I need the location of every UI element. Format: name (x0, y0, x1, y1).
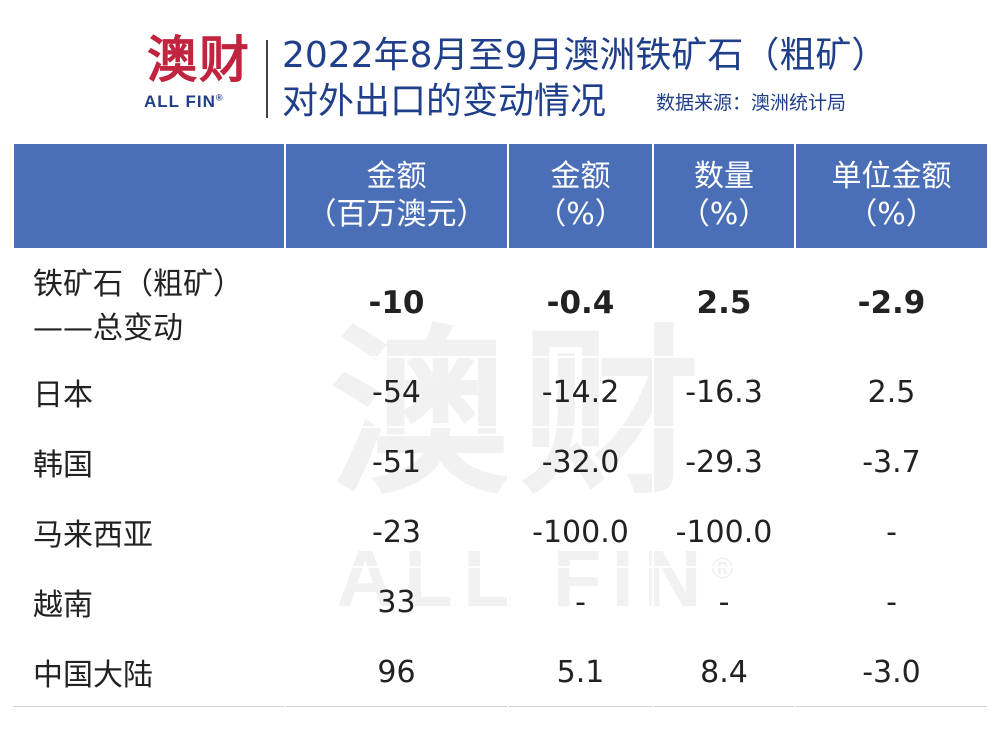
table-row-japan: 日本 -54 -14.2 -16.3 2.5 (13, 356, 989, 428)
export-change-table: 金额 （百万澳元） 金额 （%） 数量 （%） 单位金额 （%） 铁矿石（粗矿）… (12, 142, 989, 707)
logo-chinese: 澳财 (147, 31, 251, 89)
table-row-korea: 韩国 -51 -32.0 -29.3 -3.7 (13, 426, 989, 498)
table-cell: - (507, 566, 654, 638)
header-divider (266, 40, 268, 118)
header: 澳财 ALL FIN® 2022年8月至9月澳洲铁矿石（粗矿） 对外出口的变动情… (0, 0, 1000, 140)
table-cell: -100.0 (507, 496, 654, 568)
table-cell: -2.9 (794, 248, 989, 358)
table-cell: -29.3 (652, 426, 796, 498)
table-row-vietnam: 越南 33 - - - (13, 566, 989, 638)
table-cell: - (794, 496, 989, 568)
table-cell: 2.5 (794, 356, 989, 428)
table-cell: 8.4 (652, 636, 796, 707)
table-cell: - (794, 566, 989, 638)
table-cell: - (652, 566, 796, 638)
table-cell: 96 (284, 636, 509, 707)
table-row-malaysia: 马来西亚 -23 -100.0 -100.0 - (13, 496, 989, 568)
data-source: 数据来源：澳洲统计局 (656, 92, 847, 114)
header-amount-pct: 金额 （%） (507, 142, 654, 250)
row-label: 韩国 (13, 426, 286, 498)
header-quantity-pct: 数量 （%） (652, 142, 796, 250)
table-cell: -3.7 (794, 426, 989, 498)
table-cell: 33 (284, 566, 509, 638)
table-cell: -54 (284, 356, 509, 428)
table-row-china-mainland: 中国大陆 96 5.1 8.4 -3.0 (13, 636, 989, 707)
table-cell: 2.5 (652, 248, 796, 358)
header-blank (12, 142, 286, 250)
table-cell: -3.0 (794, 636, 989, 707)
table-cell: -51 (284, 426, 509, 498)
table-cell: 5.1 (507, 636, 654, 707)
row-label: 马来西亚 (13, 496, 286, 568)
header-amount-aud: 金额 （百万澳元） (284, 142, 509, 250)
row-label: 中国大陆 (13, 636, 286, 707)
row-label: 越南 (13, 566, 286, 638)
table-header-row: 金额 （百万澳元） 金额 （%） 数量 （%） 单位金额 （%） (12, 142, 989, 250)
row-label: 铁矿石（粗矿） ——总变动 (13, 248, 286, 358)
table-cell: -16.3 (652, 356, 796, 428)
page-title-line2: 对外出口的变动情况 (282, 81, 607, 122)
table-cell: -100.0 (652, 496, 796, 568)
page-title-line1: 2022年8月至9月澳洲铁矿石（粗矿） (282, 35, 888, 76)
table-cell: -10 (284, 248, 509, 358)
allfin-logo: 澳财 ALL FIN® (138, 30, 266, 122)
header-unit-amount-pct: 单位金额 （%） (794, 142, 989, 250)
logo-english: ALL FIN® (144, 92, 224, 111)
row-label: 日本 (13, 356, 286, 428)
table-row-total: 铁矿石（粗矿） ——总变动 -10 -0.4 2.5 -2.9 (13, 248, 989, 358)
table-cell: -32.0 (507, 426, 654, 498)
table-cell: -0.4 (507, 248, 654, 358)
table-cell: -14.2 (507, 356, 654, 428)
table-cell: -23 (284, 496, 509, 568)
